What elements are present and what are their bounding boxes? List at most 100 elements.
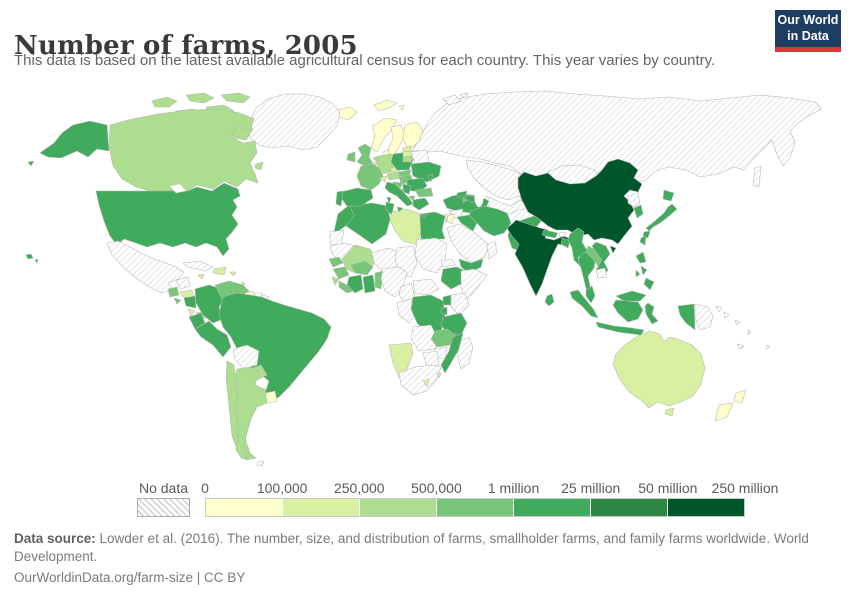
country-philippines-visayas[interactable]	[640, 265, 648, 276]
country-puerto-rico[interactable]	[229, 271, 237, 277]
country-costa-rica[interactable]	[187, 308, 196, 317]
country-georgia[interactable]	[456, 190, 468, 198]
country-iceland[interactable]	[337, 106, 358, 121]
country-liberia[interactable]	[338, 280, 354, 294]
country-indonesia-sulawesi[interactable]	[644, 302, 659, 325]
country-burkina-faso[interactable]	[350, 260, 374, 276]
country-new-caledonia[interactable]	[736, 343, 745, 350]
country-switzerland[interactable]	[378, 175, 388, 183]
country-guinea[interactable]	[332, 266, 350, 280]
country-south-africa[interactable]	[398, 364, 442, 396]
country-sri-lanka[interactable]	[544, 293, 555, 307]
country-italy-sicily[interactable]	[396, 206, 404, 213]
country-canada-island3[interactable]	[220, 92, 251, 104]
country-eritrea[interactable]	[440, 258, 457, 268]
country-indonesia-papua[interactable]	[677, 303, 696, 331]
country-philippines-mindanao[interactable]	[643, 277, 655, 291]
country-india[interactable]	[506, 219, 573, 297]
country-bolivia[interactable]	[232, 344, 260, 370]
country-ireland[interactable]	[346, 151, 356, 163]
country-russia-sakhalin[interactable]	[752, 165, 762, 188]
country-new-zealand-north[interactable]	[733, 389, 747, 404]
country-somalia[interactable]	[460, 268, 488, 302]
country-united-kingdom[interactable]	[356, 143, 374, 167]
country-kenya[interactable]	[450, 292, 470, 316]
country-japan-hokkaido[interactable]	[662, 189, 675, 202]
country-cuba[interactable]	[182, 260, 214, 272]
country-sudan[interactable]	[414, 237, 448, 274]
country-hispaniola[interactable]	[212, 266, 227, 276]
country-belarus[interactable]	[410, 149, 430, 165]
country-norway[interactable]	[370, 117, 398, 153]
country-solomon-islands2[interactable]	[734, 319, 741, 326]
country-russia-novaya-zemlya[interactable]	[442, 94, 462, 106]
country-canada-newfoundland[interactable]	[254, 161, 264, 171]
country-lithuania[interactable]	[402, 155, 414, 163]
country-italy[interactable]	[384, 181, 414, 207]
country-canada-island1[interactable]	[151, 96, 178, 108]
country-russia-novaya-zemlya2[interactable]	[459, 92, 469, 100]
country-svalbard[interactable]	[373, 99, 398, 112]
country-taiwan[interactable]	[639, 235, 647, 246]
country-israel[interactable]	[444, 213, 449, 224]
legend-bin-2[interactable]	[360, 499, 437, 516]
country-namibia[interactable]	[388, 342, 414, 378]
legend-bin-1[interactable]	[283, 499, 360, 516]
country-mozambique[interactable]	[440, 332, 464, 374]
country-indonesia-sumatra[interactable]	[569, 289, 599, 319]
country-falkland-islands[interactable]	[256, 460, 265, 467]
country-moldova[interactable]	[426, 173, 434, 183]
country-jordan[interactable]	[446, 213, 455, 225]
country-bhutan[interactable]	[558, 231, 567, 238]
country-australia-tasmania[interactable]	[664, 407, 675, 417]
country-finland[interactable]	[402, 121, 424, 151]
country-yemen[interactable]	[458, 258, 484, 274]
country-egypt[interactable]	[419, 211, 446, 240]
country-nicaragua[interactable]	[183, 295, 197, 309]
country-libya[interactable]	[389, 208, 422, 246]
country-chile[interactable]	[225, 360, 257, 461]
country-togo-benin[interactable]	[374, 270, 384, 290]
country-serbia[interactable]	[402, 183, 412, 195]
country-botswana[interactable]	[422, 350, 440, 368]
country-rwanda-burundi[interactable]	[440, 306, 448, 316]
country-png-islands[interactable]	[715, 305, 723, 313]
country-azerbaijan[interactable]	[464, 194, 478, 204]
country-canada[interactable]	[108, 108, 259, 192]
legend-bin-3[interactable]	[437, 499, 514, 516]
country-mexico[interactable]	[106, 240, 185, 294]
country-svalbard2[interactable]	[398, 104, 405, 111]
country-saudi-arabia[interactable]	[446, 223, 490, 264]
country-indonesia-java[interactable]	[595, 321, 645, 336]
country-canada-island2[interactable]	[185, 92, 215, 104]
country-solomon-islands[interactable]	[723, 311, 730, 319]
license-link[interactable]: OurWorldinData.org/farm-size | CC BY	[14, 570, 246, 585]
country-guatemala[interactable]	[167, 286, 180, 298]
country-malaysia-borneo[interactable]	[615, 290, 647, 302]
country-china-hainan[interactable]	[609, 245, 617, 254]
country-central-african-republic[interactable]	[412, 278, 440, 296]
country-usa-hawaii[interactable]	[25, 253, 34, 260]
country-peru[interactable]	[194, 320, 232, 358]
country-vanuatu[interactable]	[747, 329, 752, 336]
country-indonesia-kalimantan[interactable]	[612, 299, 644, 323]
country-jamaica[interactable]	[197, 273, 205, 280]
country-greece-crete[interactable]	[419, 213, 428, 218]
country-algeria[interactable]	[345, 202, 391, 245]
country-sierra-leone[interactable]	[331, 276, 340, 286]
country-ukraine[interactable]	[410, 161, 442, 183]
country-lesotho[interactable]	[422, 378, 430, 388]
legend-bin-4[interactable]	[514, 499, 591, 516]
country-cote-divoire[interactable]	[346, 274, 364, 294]
legend-bin-5[interactable]	[591, 499, 668, 516]
country-china[interactable]	[517, 158, 643, 245]
country-mexico-yucatan[interactable]	[175, 276, 191, 290]
country-fiji[interactable]	[765, 344, 771, 350]
country-australia[interactable]	[612, 330, 706, 409]
country-japan-kyushu[interactable]	[642, 230, 651, 239]
country-philippines-palawan[interactable]	[635, 269, 641, 278]
country-usa-hawaii2[interactable]	[34, 258, 39, 264]
country-usa[interactable]	[95, 182, 241, 257]
country-madagascar[interactable]	[456, 336, 474, 370]
country-el-salvador[interactable]	[173, 297, 182, 305]
